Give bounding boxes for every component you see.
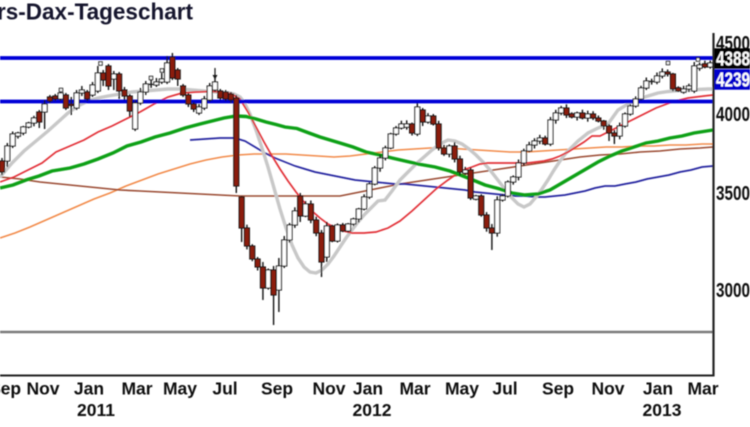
svg-text:Nov: Nov <box>26 379 59 399</box>
svg-text:Jul: Jul <box>212 379 237 399</box>
svg-text:3500: 3500 <box>716 183 750 205</box>
svg-text:4239: 4239 <box>716 70 750 92</box>
svg-text:2012: 2012 <box>353 400 392 420</box>
svg-text:Nov: Nov <box>591 379 624 399</box>
svg-text:May: May <box>445 379 479 399</box>
svg-text:Jul: Jul <box>492 379 517 399</box>
svg-text:Sep: Sep <box>0 379 21 399</box>
svg-text:4388: 4388 <box>716 49 750 71</box>
svg-text:4000: 4000 <box>716 104 750 126</box>
svg-text:2013: 2013 <box>643 400 682 420</box>
svg-text:Sep: Sep <box>542 379 574 399</box>
svg-text:Nov: Nov <box>312 379 345 399</box>
svg-text:May: May <box>163 379 197 399</box>
svg-text:2011: 2011 <box>77 400 115 420</box>
svg-text:3000: 3000 <box>716 280 750 302</box>
svg-text:Jan: Jan <box>353 379 383 399</box>
svg-text:Jan: Jan <box>643 379 673 399</box>
svg-text:Jan: Jan <box>74 379 104 399</box>
svg-text:Mar: Mar <box>399 379 430 399</box>
svg-text:Kurs-Dax-Tageschart: Kurs-Dax-Tageschart <box>0 0 193 25</box>
svg-text:Sep: Sep <box>261 379 293 399</box>
svg-text:Mar: Mar <box>687 379 718 399</box>
svg-text:Mar: Mar <box>121 379 152 399</box>
